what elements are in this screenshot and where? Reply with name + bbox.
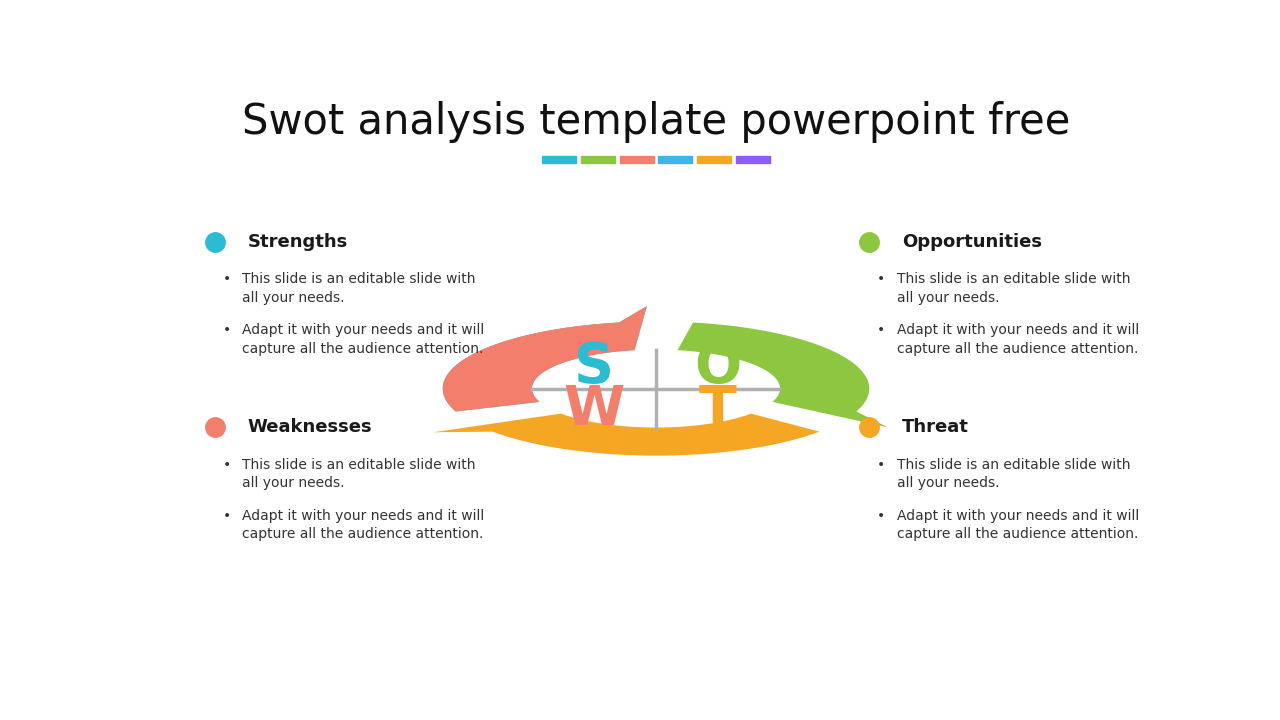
Bar xyxy=(698,156,731,163)
PathPatch shape xyxy=(677,323,887,427)
Bar xyxy=(620,156,654,163)
PathPatch shape xyxy=(434,413,819,456)
Text: W: W xyxy=(563,383,625,437)
Text: This slide is an editable slide with
all your needs.: This slide is an editable slide with all… xyxy=(897,458,1130,490)
Text: O: O xyxy=(695,340,741,394)
Text: Weaknesses: Weaknesses xyxy=(247,418,372,436)
Text: Adapt it with your needs and it will
capture all the audience attention.: Adapt it with your needs and it will cap… xyxy=(897,323,1139,356)
Bar xyxy=(736,156,769,163)
Bar xyxy=(543,156,576,163)
Text: Adapt it with your needs and it will
capture all the audience attention.: Adapt it with your needs and it will cap… xyxy=(897,509,1139,541)
Text: •: • xyxy=(223,323,230,337)
Text: Strengths: Strengths xyxy=(247,233,348,251)
Text: •: • xyxy=(223,458,230,472)
Text: •: • xyxy=(223,509,230,523)
Text: T: T xyxy=(699,383,737,437)
Text: Threat: Threat xyxy=(902,418,969,436)
Text: This slide is an editable slide with
all your needs.: This slide is an editable slide with all… xyxy=(897,272,1130,305)
Text: Swot analysis template powerpoint free: Swot analysis template powerpoint free xyxy=(242,102,1070,143)
Text: •: • xyxy=(877,272,886,286)
Text: Opportunities: Opportunities xyxy=(902,233,1042,251)
Text: This slide is an editable slide with
all your needs.: This slide is an editable slide with all… xyxy=(242,272,476,305)
Text: This slide is an editable slide with
all your needs.: This slide is an editable slide with all… xyxy=(242,458,476,490)
Text: S: S xyxy=(573,340,614,394)
Text: Adapt it with your needs and it will
capture all the audience attention.: Adapt it with your needs and it will cap… xyxy=(242,509,485,541)
Text: •: • xyxy=(877,323,886,337)
PathPatch shape xyxy=(443,306,646,411)
Text: •: • xyxy=(877,458,886,472)
Text: •: • xyxy=(223,272,230,286)
Text: Adapt it with your needs and it will
capture all the audience attention.: Adapt it with your needs and it will cap… xyxy=(242,323,485,356)
PathPatch shape xyxy=(443,306,646,411)
Bar xyxy=(581,156,614,163)
Text: •: • xyxy=(877,509,886,523)
Bar xyxy=(658,156,692,163)
